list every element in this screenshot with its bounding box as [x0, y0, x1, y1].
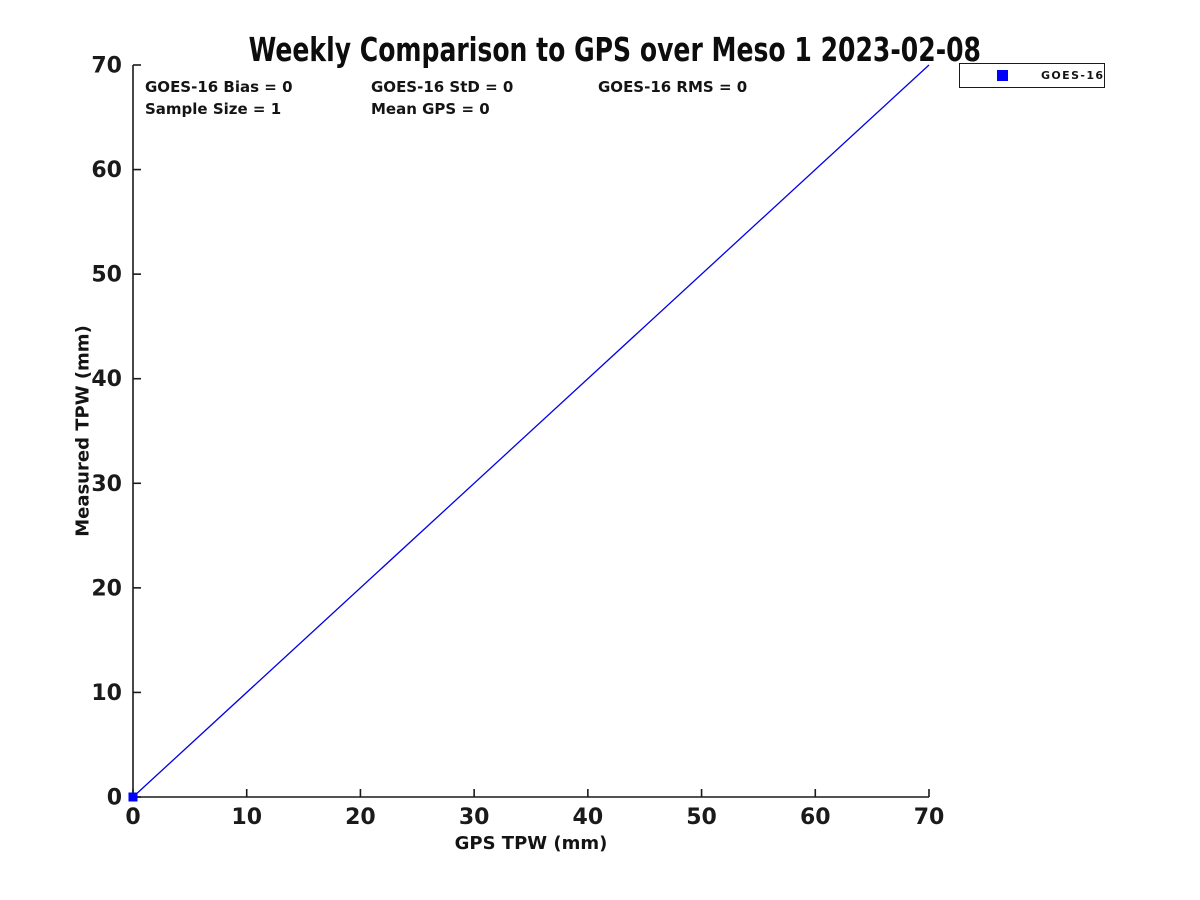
x-tick-label: 30: [459, 805, 490, 830]
x-tick-label: 10: [231, 805, 262, 830]
legend-marker-square: [997, 70, 1008, 81]
stat-sample-size: Sample Size = 1: [145, 100, 282, 118]
stat-rms: GOES-16 RMS = 0: [598, 78, 748, 96]
x-tick-label: 40: [573, 805, 604, 830]
y-tick-label: 40: [91, 367, 122, 392]
x-tick-label: 60: [800, 805, 831, 830]
stat-std: GOES-16 StD = 0: [371, 78, 514, 96]
y-tick-label: 70: [91, 54, 122, 79]
chart-title: Weekly Comparison to GPS over Meso 1 202…: [133, 30, 981, 69]
x-tick-label: 20: [345, 805, 376, 830]
data-point-marker: [128, 792, 138, 802]
reference-line: [132, 64, 930, 798]
y-tick-label: 10: [91, 681, 122, 706]
y-tick-label: 30: [91, 472, 122, 497]
x-tick-label: 0: [125, 805, 140, 830]
x-tick-label: 70: [914, 805, 945, 830]
stat-mean-gps: Mean GPS = 0: [371, 100, 490, 118]
y-tick-label: 20: [91, 576, 122, 601]
x-tick-label: 50: [686, 805, 717, 830]
legend-label: GOES-16: [1041, 69, 1105, 82]
y-tick-label: 60: [91, 158, 122, 183]
y-axis-label: Measured TPW (mm): [72, 325, 94, 537]
chart-title-text: Weekly Comparison to GPS over Meso 1 202…: [248, 30, 982, 69]
y-tick-label: 50: [91, 263, 122, 288]
legend: GOES-16: [959, 63, 1105, 88]
stat-bias: GOES-16 Bias = 0: [145, 78, 293, 96]
y-tick-label: 0: [107, 786, 122, 811]
x-axis-label: GPS TPW (mm): [454, 833, 608, 854]
